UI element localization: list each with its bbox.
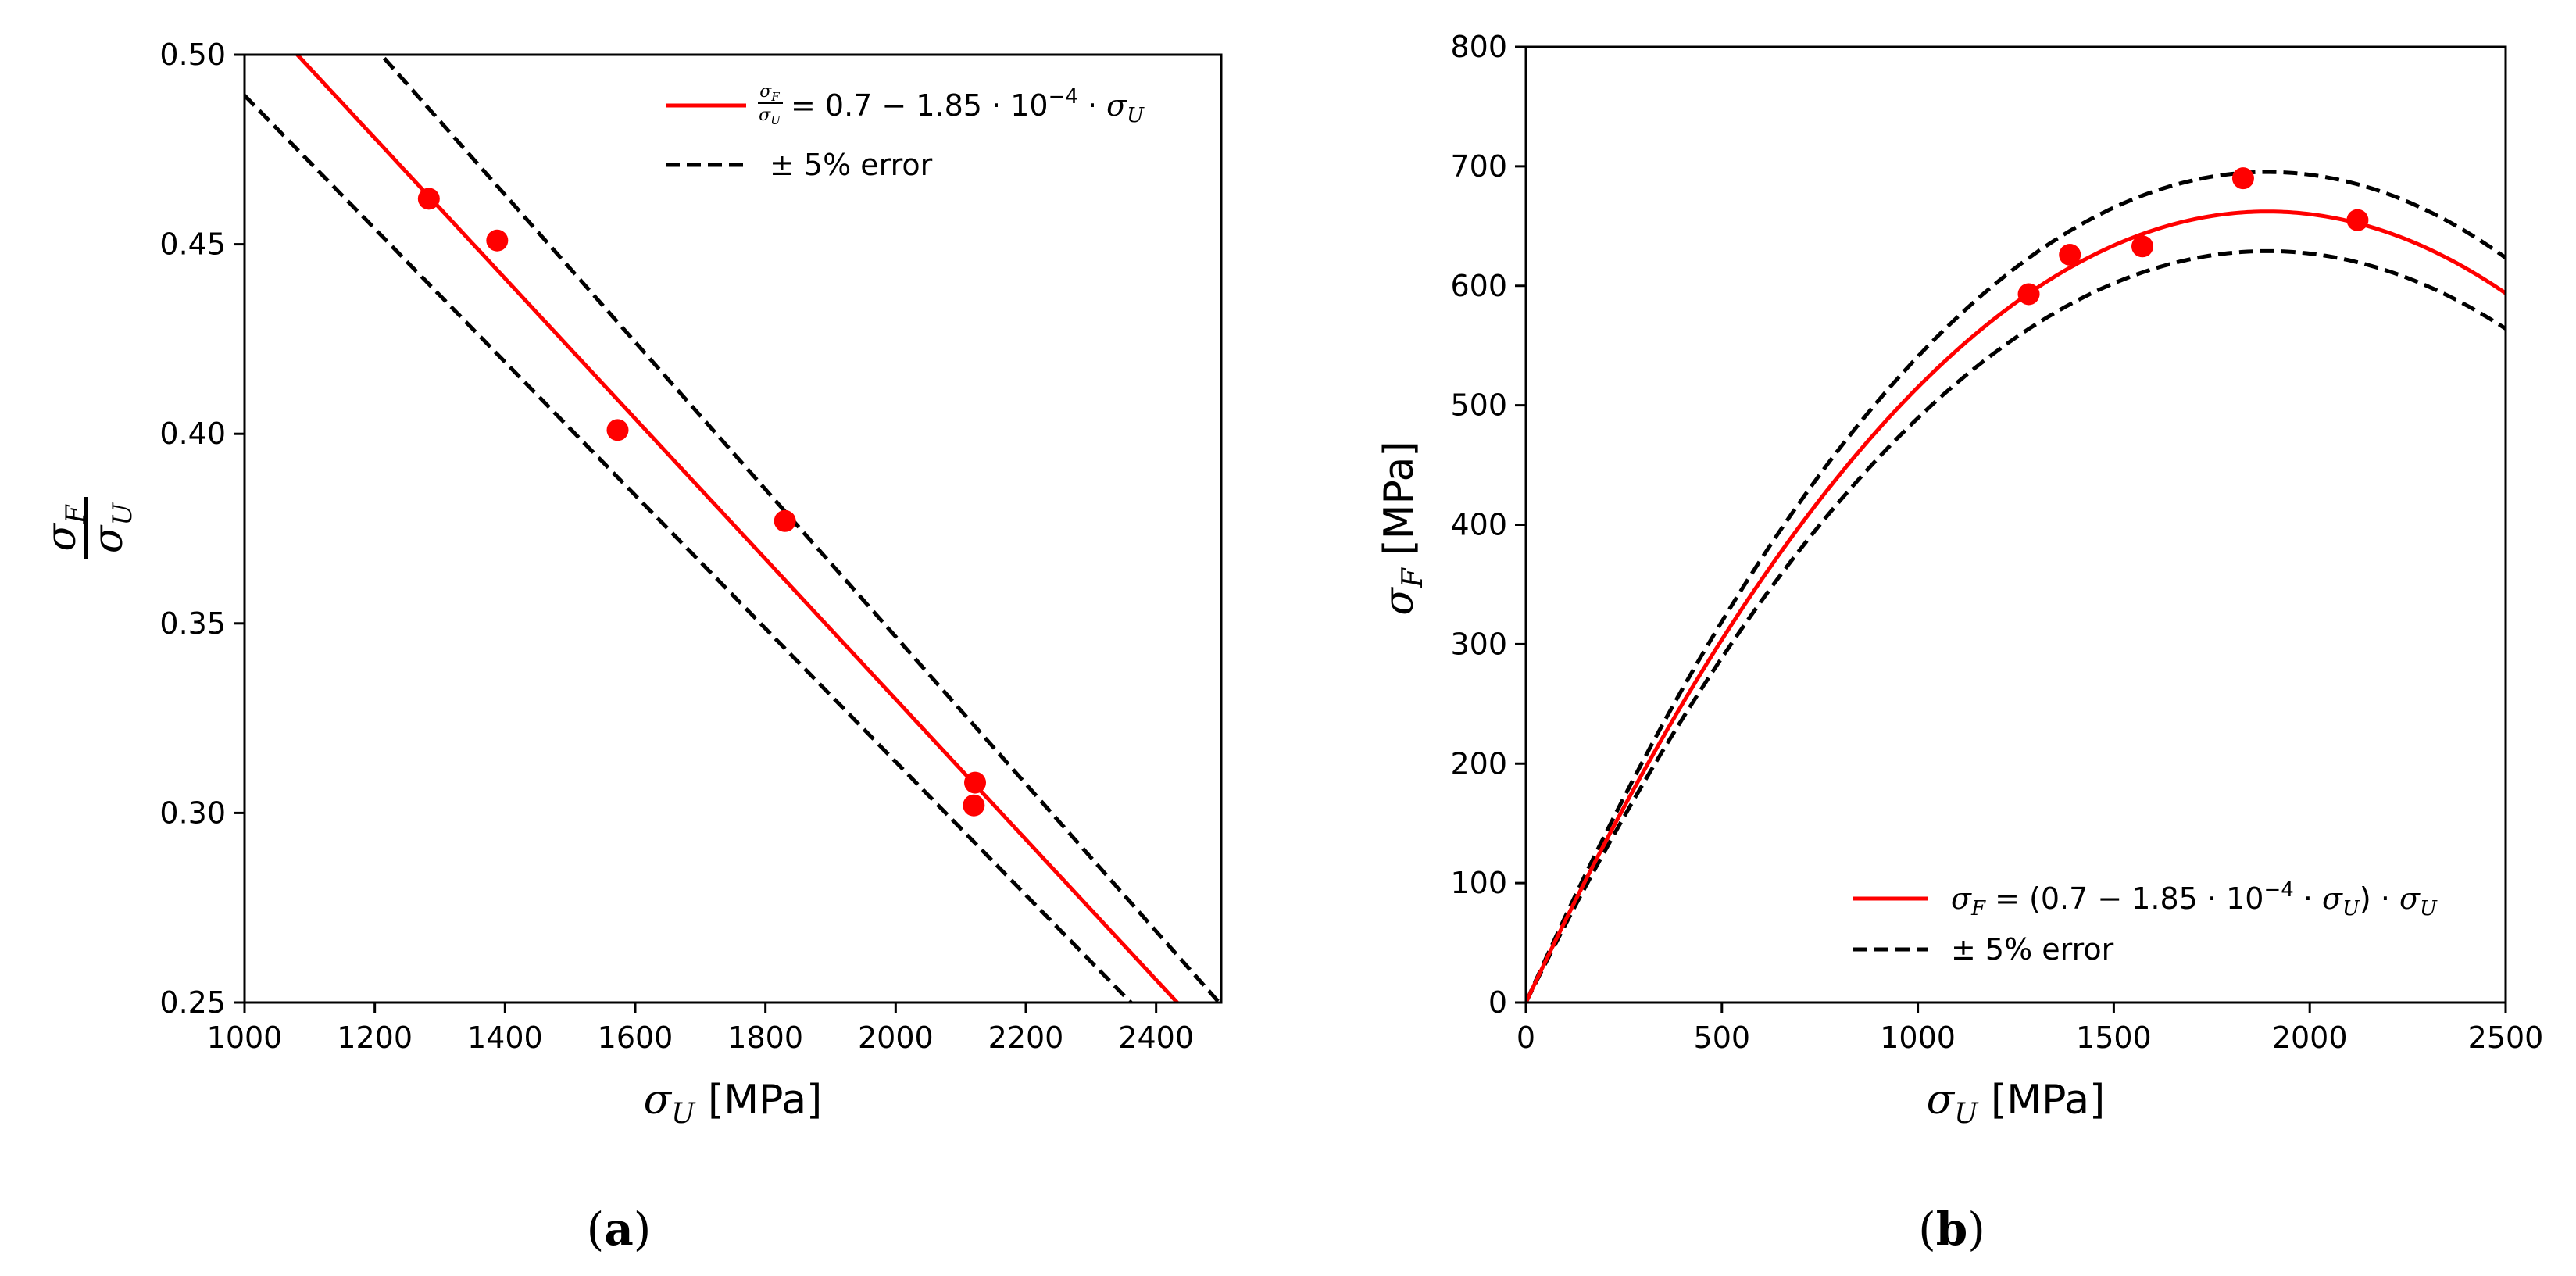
y-tick-label: 0.25: [159, 985, 226, 1020]
svg-text:σU: σU: [85, 502, 138, 554]
panel-b-frame: [1524, 45, 2507, 1004]
x-tick-label: 2000: [858, 1020, 934, 1055]
x-tick-label: 2000: [2272, 1020, 2348, 1055]
y-tick-label: 100: [1450, 866, 1507, 900]
y-tick-label: 400: [1450, 508, 1507, 542]
y-tick-label: 800: [1450, 30, 1507, 64]
data-point: [2017, 283, 2040, 306]
legend-error-label: ± 5% error: [1951, 932, 2114, 967]
y-tick-label: 0: [1488, 985, 1507, 1020]
y-tick-label: 0.50: [159, 38, 226, 72]
error-upper-line: [378, 55, 1221, 1003]
y-tick-label: 500: [1450, 388, 1507, 423]
y-tick-label: 0.35: [159, 606, 226, 641]
data-point: [2131, 235, 2154, 258]
y-tick-label: 700: [1450, 149, 1507, 184]
x-tick-label: 2500: [2468, 1020, 2544, 1055]
y-tick-label: 200: [1450, 746, 1507, 781]
svg-text:σU: σU: [759, 105, 781, 127]
legend-error-label: ± 5% error: [770, 148, 933, 182]
data-point: [2346, 209, 2369, 231]
panel-a-frame: [243, 53, 1223, 1004]
x-tick-label: 1000: [207, 1020, 283, 1055]
legend-fit-label: σF σU = 0.7 − 1.85 · 10−4 · σU: [758, 82, 1145, 127]
data-point: [486, 229, 509, 252]
x-tick-label: 500: [1694, 1020, 1751, 1055]
fit-line: [1526, 209, 2506, 1003]
x-tick-label: 1200: [337, 1020, 413, 1055]
svg-text:σF: σF: [38, 504, 91, 552]
data-point: [606, 419, 629, 441]
panel-b-xlabel: σU [MPa]: [1927, 1077, 2106, 1130]
data-point: [963, 794, 985, 817]
fit-line: [295, 55, 1181, 1003]
panel-b-caption: (b): [1918, 1203, 1985, 1256]
svg-text:σF: σF: [759, 82, 780, 104]
error-lower-line: [1526, 248, 2506, 1003]
y-tick-label: 0.30: [159, 795, 226, 830]
error-upper-line: [1526, 170, 2506, 1003]
panel-b-legend: σF = (0.7 − 1.85 · 10−4 · σU) · σU ± 5% …: [1853, 878, 2438, 967]
x-tick-label: 1600: [598, 1020, 673, 1055]
x-tick-label: 1400: [467, 1020, 543, 1055]
panel-a-ylabel: σF σU: [38, 497, 138, 559]
data-point: [417, 188, 440, 210]
y-tick-label: 600: [1450, 269, 1507, 303]
legend-fit-label: σF = (0.7 − 1.85 · 10−4 · σU) · σU: [1951, 878, 2438, 920]
panel-b-chart: 0 500 1000 1500 2000 2500 0 100 200 300 400 500 600 7…: [1376, 30, 2543, 1256]
error-lower-line: [245, 94, 1134, 1003]
panel-a-chart: 1000 1200 1400 1600 1800 2000 2200 2400 0.25 0.30…: [38, 38, 1223, 1256]
x-tick-label: 2200: [988, 1020, 1064, 1055]
panel-a-caption: (a): [587, 1203, 652, 1256]
x-tick-label: 1800: [727, 1020, 803, 1055]
x-tick-label: 1500: [2076, 1020, 2152, 1055]
y-tick-label: 300: [1450, 627, 1507, 661]
panel-b-ylabel: σF [MPa]: [1376, 441, 1429, 615]
panel-a-legend: σF σU = 0.7 − 1.85 · 10−4 · σU ± 5% erro…: [666, 82, 1145, 182]
x-tick-label: 2400: [1118, 1020, 1194, 1055]
data-point: [774, 509, 796, 532]
panel-a-xlabel: σU [MPa]: [644, 1077, 823, 1130]
svg-text:= 0.7 − 1.85 · 10−4 · σU: = 0.7 − 1.85 · 10−4 · σU: [791, 85, 1145, 127]
x-tick-label: 1000: [1880, 1020, 1956, 1055]
y-tick-label: 0.45: [159, 227, 226, 262]
y-tick-label: 0.40: [159, 416, 226, 451]
data-point: [2059, 244, 2081, 266]
data-point: [964, 771, 986, 794]
data-point: [2231, 167, 2254, 190]
x-tick-label: 0: [1517, 1020, 1535, 1055]
